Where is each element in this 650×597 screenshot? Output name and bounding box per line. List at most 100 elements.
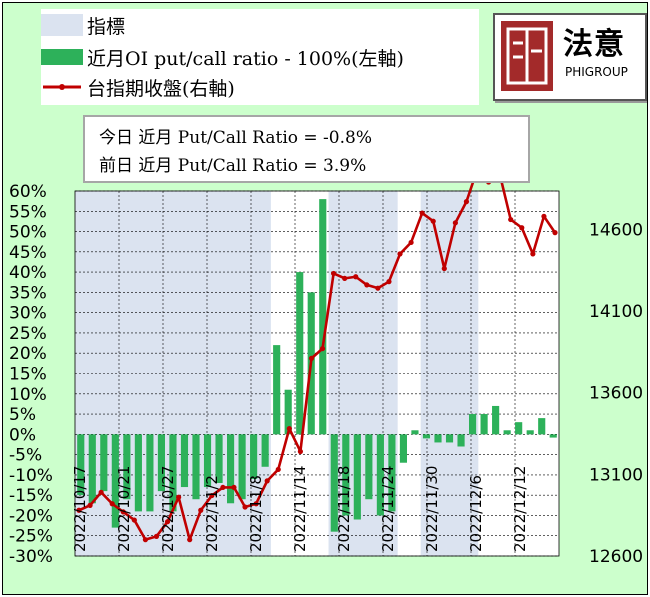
line-point (519, 225, 525, 231)
line-point (441, 265, 447, 272)
x-axis-tick-label: 2022/12/6 (467, 475, 485, 552)
line-point (198, 507, 204, 513)
right-axis-tick-label: 14100 (589, 302, 643, 322)
line-point (463, 199, 470, 205)
bar-mark (134, 434, 142, 512)
bar-mark (353, 434, 361, 520)
line-point (397, 251, 403, 257)
left-axis-tick-label: 5% (9, 405, 36, 425)
line-point (209, 492, 215, 499)
line-point (131, 517, 137, 523)
left-axis-tick-label: 30% (9, 304, 47, 324)
bar-mark (88, 434, 96, 504)
left-axis-tick-label: 45% (9, 243, 47, 263)
line-point (286, 426, 292, 432)
x-axis-tick-label: 2022/11/14 (291, 466, 309, 552)
chart-canvas: 60%55%50%45%40%35%30%25%20%15%10%5%0%-5%… (9, 166, 643, 567)
line-point (308, 355, 315, 361)
line-point (164, 519, 171, 525)
line-point (319, 345, 326, 352)
logo-seal-icon (501, 21, 553, 91)
legend-label-index: 指標 (87, 15, 126, 38)
bar-mark (526, 430, 534, 435)
line-point (220, 484, 226, 491)
right-axis-tick-label: 13600 (589, 384, 643, 404)
legend-label-line: 台指期收盤(右軸) (87, 77, 235, 100)
line-point (508, 216, 514, 223)
legend-item-line: 台指期收盤(右軸) (41, 73, 235, 101)
right-axis-tick-label: 12600 (589, 547, 643, 567)
x-axis-tick-label: 2022/11/2 (203, 475, 221, 552)
bar-mark (538, 418, 546, 435)
left-axis-tick-label: 40% (9, 263, 47, 283)
line-point (76, 507, 82, 513)
today-ratio-text: 今日 近月 Put/Call Ratio = -0.8% (99, 128, 372, 148)
line-point (153, 533, 160, 540)
line-point (386, 279, 392, 285)
bar-mark (77, 434, 85, 496)
line-point (87, 502, 93, 508)
plot-border (74, 190, 560, 557)
bar-mark (123, 434, 131, 500)
x-axis-tick-label: 2022/11/30 (423, 466, 441, 552)
left-axis-tick-label: -20% (9, 506, 53, 526)
x-axis-tick-label: 2022/10/21 (115, 466, 133, 552)
left-axis-tick-label: -15% (9, 486, 53, 506)
bar-mark (192, 434, 200, 500)
bar-mark (422, 434, 431, 439)
bar-mark (330, 434, 338, 532)
bar-mark (445, 434, 454, 443)
left-axis-tick-label: -25% (9, 527, 53, 547)
line-point (264, 478, 270, 484)
bar-mark (157, 434, 166, 492)
bar-mark (492, 405, 500, 435)
bar-mark (215, 434, 223, 483)
left-axis-tick-label: 35% (9, 283, 47, 303)
left-axis-tick-label: 55% (9, 202, 47, 222)
bar-mark (411, 430, 419, 435)
right-axis-tick-label: 13100 (589, 465, 643, 485)
line-point (452, 220, 458, 226)
legend: 指標 近月OI put/call ratio - 100%(左軸) 台指期收盤(… (41, 9, 479, 105)
left-axis-tick-label: 20% (9, 344, 47, 364)
line-point (342, 275, 348, 281)
bar-mark (284, 389, 292, 435)
bar-mark (319, 199, 327, 435)
line-point (419, 210, 425, 216)
bar-mark (376, 434, 384, 516)
prev-ratio-text: 前日 近月 Put/Call Ratio = 3.9% (99, 156, 367, 176)
x-axis-tick-label: 2022/11/24 (379, 466, 397, 552)
x-axis-tick-label: 2022/12/12 (511, 466, 529, 552)
line-point (253, 501, 259, 507)
left-axis-tick-label: 15% (9, 365, 47, 385)
line-point (364, 282, 370, 288)
bar-mark (457, 434, 465, 447)
legend-item-bar: 近月OI put/call ratio - 100%(左軸) (41, 43, 404, 71)
left-axis-tick-label: -10% (9, 466, 53, 486)
line-point (242, 504, 248, 510)
brand-logo: 法意 PHIGROUP (493, 13, 647, 101)
left-axis-tick-label: 0% (9, 425, 36, 445)
bar-mark (100, 434, 108, 492)
line-point (408, 239, 414, 246)
bar-mark (468, 414, 477, 435)
logo-name-cn: 法意 (563, 27, 625, 62)
x-axis-tick-label: 2022/10/17 (71, 466, 89, 552)
line-point (297, 448, 303, 455)
bar-mark (399, 434, 408, 463)
line-point (552, 230, 558, 236)
line-point (375, 285, 381, 291)
bar-mark (515, 422, 523, 435)
legend-label-bar: 近月OI put/call ratio - 100%(左軸) (87, 47, 404, 70)
bar-mark (261, 434, 269, 467)
bar-mark (342, 434, 350, 516)
right-axis-tick-label: 14600 (589, 220, 643, 240)
line-point (430, 218, 436, 224)
legend-swatch-line (43, 84, 81, 90)
left-axis-tick-label: 50% (9, 223, 47, 243)
line-point (176, 494, 182, 500)
line-point (109, 501, 115, 507)
bar-mark (388, 434, 396, 512)
line-point (530, 251, 536, 257)
